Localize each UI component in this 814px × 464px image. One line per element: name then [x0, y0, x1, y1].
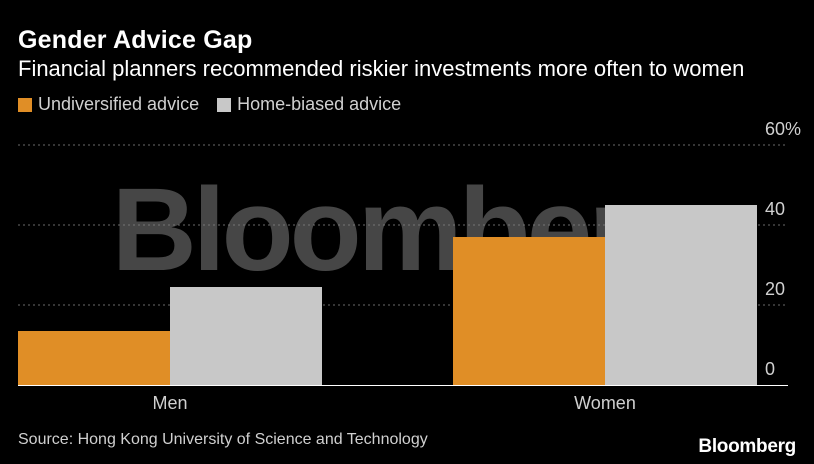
bar-women-1: [605, 205, 757, 385]
bar-women-0: [453, 237, 605, 385]
y-tick-label-20: 20: [765, 279, 785, 299]
legend-swatch-undiversified: [18, 97, 32, 112]
bar-men-0: [18, 331, 170, 385]
y-tick-label-0: 0: [765, 359, 775, 379]
page-title: Gender Advice Gap: [18, 26, 253, 54]
legend-label-home-biased: Home-biased advice: [237, 94, 402, 114]
source-note: Source: Hong Kong University of Science …: [18, 431, 428, 448]
y-tick-label-60: 60%: [765, 119, 801, 139]
y-tick-label-40: 40: [765, 199, 785, 219]
chart-legend: Undiversified advice Home-biased advice: [18, 94, 419, 115]
x-tick-label-men: Men: [152, 393, 187, 413]
bloomberg-logo: Bloomberg: [698, 436, 796, 457]
legend-swatch-home-biased: [217, 97, 232, 112]
page-subtitle: Financial planners recommended riskier i…: [18, 56, 745, 81]
legend-label-undiversified: Undiversified advice: [38, 94, 200, 114]
x-tick-label-women: Women: [574, 393, 636, 413]
bar-men-1: [170, 287, 322, 385]
legend-item-undiversified: Undiversified advice: [18, 94, 199, 115]
legend-item-home-biased: Home-biased advice: [217, 94, 401, 115]
